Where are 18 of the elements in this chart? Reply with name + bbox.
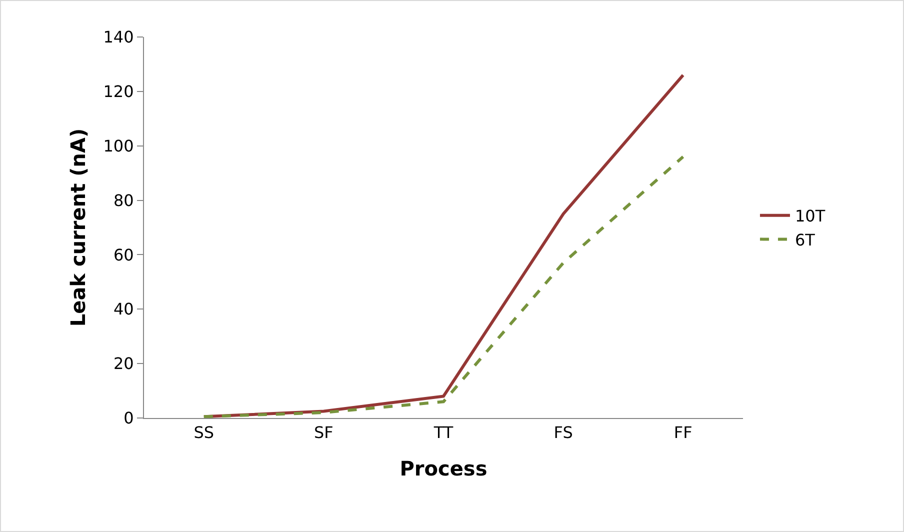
y-tick-label: 60 [113, 245, 134, 264]
x-tick-label: FF [674, 423, 692, 442]
x-tick-label: FS [554, 423, 573, 442]
legend-label: 10T [794, 206, 826, 226]
y-tick-label: 80 [113, 190, 134, 210]
y-tick-label: 40 [113, 300, 134, 319]
y-tick-label: 120 [103, 82, 134, 102]
line-series [202, 155, 685, 418]
x-axis-title: Process [400, 456, 488, 481]
y-tick-label: 20 [113, 354, 134, 374]
x-tick-label: TT [432, 423, 454, 442]
legend-label: 6T [794, 230, 816, 250]
y-tick-label: 140 [103, 28, 134, 47]
x-tick-label: SS [194, 423, 214, 442]
y-tick-label: 0 [124, 408, 134, 428]
y-axis-title: Leak current (nA) [66, 128, 90, 327]
x-tick-label: SF [314, 423, 334, 442]
y-tick-label: 100 [103, 136, 134, 156]
